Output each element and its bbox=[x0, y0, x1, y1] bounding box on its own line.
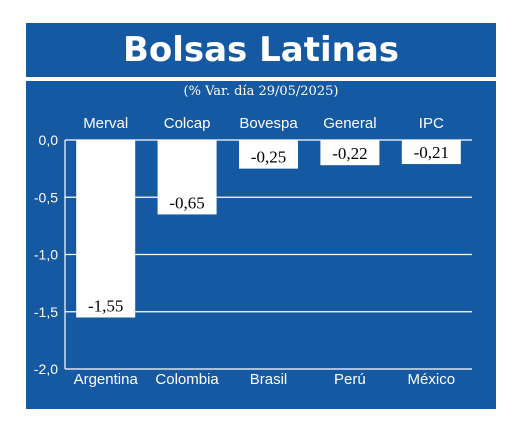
index-name-label: IPC bbox=[419, 115, 444, 132]
bar-value-label: -0,65 bbox=[169, 193, 204, 212]
x-tick-label: Argentina bbox=[74, 371, 139, 388]
index-name-label: Merval bbox=[83, 115, 128, 132]
index-name-label: Bovespa bbox=[239, 115, 298, 132]
chart-title: Bolsas Latinas bbox=[122, 30, 400, 70]
bar bbox=[320, 140, 380, 166]
x-tick-label: Perú bbox=[334, 371, 366, 388]
bar-value-label: -0,22 bbox=[332, 144, 367, 163]
index-name-label: Colcap bbox=[164, 115, 211, 132]
title-divider bbox=[26, 77, 496, 81]
bar bbox=[239, 140, 298, 169]
y-tick-label: -1,0 bbox=[34, 247, 58, 263]
bar bbox=[401, 140, 461, 165]
chart-subtitle: (% Var. día 29/05/2025) bbox=[183, 84, 339, 99]
x-tick-label: Colombia bbox=[155, 371, 219, 388]
bar bbox=[157, 140, 217, 215]
index-name-label: General bbox=[323, 115, 376, 132]
y-tick-label: -1,5 bbox=[34, 304, 58, 320]
y-tick-label: -0,5 bbox=[34, 189, 58, 205]
y-tick-label: -2,0 bbox=[34, 361, 58, 377]
x-tick-label: Brasil bbox=[250, 371, 288, 388]
bar bbox=[76, 140, 136, 318]
bar-value-label: -0,21 bbox=[414, 143, 449, 162]
x-tick-label: México bbox=[408, 371, 456, 388]
bar-value-label: -1,55 bbox=[88, 296, 123, 315]
y-tick-label: 0,0 bbox=[39, 132, 59, 148]
bar-value-label: -0,25 bbox=[251, 148, 286, 167]
